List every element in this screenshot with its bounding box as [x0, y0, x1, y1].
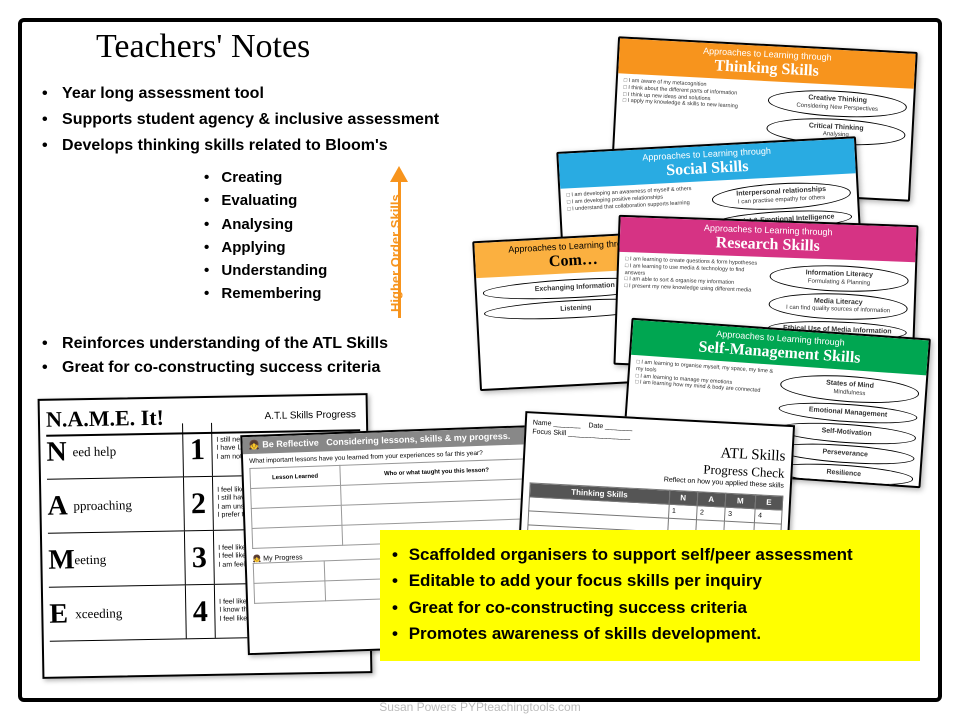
bullet: Year long assessment tool	[60, 82, 439, 106]
section: Information Literacy	[777, 269, 902, 282]
section: Perseverance	[782, 445, 907, 462]
bullet: Great for co-constructing success criter…	[60, 356, 388, 380]
bloom-item: Analysing	[220, 213, 327, 236]
bloom-item: Remembering	[220, 282, 327, 305]
date-label: Date	[588, 422, 603, 430]
bloom-item: Evaluating	[220, 189, 327, 212]
sheet-subtitle: Progress Check	[703, 461, 785, 480]
callout-item: Editable to add your focus skills per in…	[408, 568, 902, 594]
section: Self-Motivation	[784, 425, 909, 442]
bullet: Reinforces understanding of the ATL Skil…	[60, 332, 388, 356]
footer-credit: Susan Powers PYPteachingtools.com	[0, 700, 960, 714]
reflect-header: Be Reflective	[262, 438, 319, 450]
main-bullet-list: Year long assessment tool Supports stude…	[60, 82, 439, 160]
secondary-bullet-list: Reinforces understanding of the ATL Skil…	[60, 332, 388, 380]
callout-item: Scaffolded organisers to support self/pe…	[408, 542, 902, 568]
arrow-label: Higher Order Skills	[388, 194, 403, 312]
section: Media Literacy	[776, 296, 901, 309]
section: Creative Thinking	[775, 93, 900, 108]
page-title: Teachers' Notes	[96, 28, 310, 66]
blooms-list: Creating Evaluating Analysing Applying U…	[220, 166, 327, 306]
progress-label: My Progress	[263, 554, 303, 562]
reflect-subheader: Considering lessons, skills & my progres…	[326, 431, 510, 447]
section: Critical Thinking	[773, 121, 898, 136]
yellow-callout-box: Scaffolded organisers to support self/pe…	[380, 530, 920, 661]
callout-item: Promotes awareness of skills development…	[408, 621, 902, 647]
bloom-item: Creating	[220, 166, 327, 189]
section: Emotional Management	[785, 405, 910, 422]
bullet: Develops thinking skills related to Bloo…	[60, 134, 439, 158]
callout-item: Great for co-constructing success criter…	[408, 595, 902, 621]
bloom-item: Applying	[220, 236, 327, 259]
section: Interpersonal relationships	[719, 185, 844, 200]
bloom-item: Understanding	[220, 259, 327, 282]
bullet: Supports student agency & inclusive asse…	[60, 108, 439, 132]
sheet-title: ATL Skills	[720, 445, 786, 464]
name-label: Name	[533, 419, 552, 427]
section: States of Mind	[787, 377, 912, 394]
